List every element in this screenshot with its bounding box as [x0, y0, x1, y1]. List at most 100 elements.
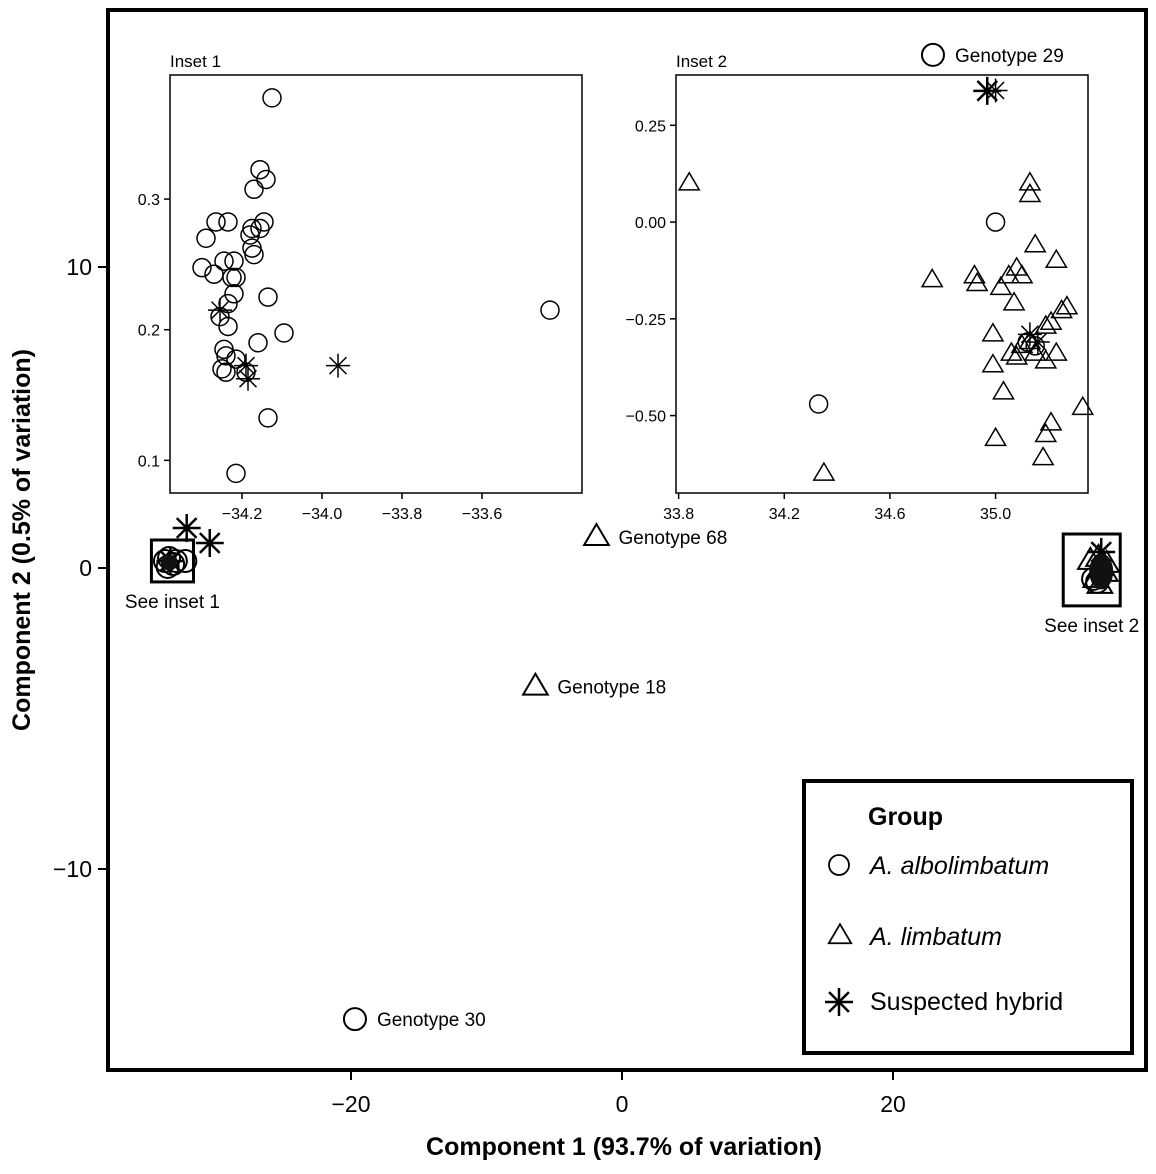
x-tick-label: 0	[616, 1091, 629, 1117]
point-triangle	[989, 275, 1013, 296]
point-circle	[224, 251, 244, 271]
inset-y-tick-label: −0.25	[626, 312, 667, 329]
inset-2-frame	[675, 74, 1089, 494]
point-triangle	[1005, 345, 1029, 365]
asterisk-stroke	[198, 532, 221, 554]
point-circle	[258, 287, 278, 307]
x-tick-label: −20	[331, 1091, 370, 1117]
y-tick-label: 0	[79, 555, 92, 581]
point-circle	[250, 218, 270, 239]
y-axis: 10 0 −10	[53, 254, 108, 882]
point-triangle	[1023, 233, 1047, 253]
point-circle	[342, 1007, 367, 1032]
y-axis-title: Component 2 (0.5% of variation)	[8, 349, 36, 731]
point-triangle	[981, 322, 1005, 342]
point-triangle	[677, 171, 701, 191]
point-circle	[240, 225, 260, 245]
annotations: Genotype 29 Genotype 68 Genotype 18 Genotyp…	[377, 46, 1064, 1031]
point-triangle	[1018, 171, 1042, 191]
inset-indicator-box	[1061, 532, 1122, 608]
point-circle	[226, 349, 246, 369]
point-circle	[218, 212, 238, 232]
point-triangle	[812, 461, 836, 481]
point-triangle	[1031, 446, 1055, 466]
point-circle	[808, 394, 829, 414]
point-circle	[250, 159, 270, 180]
point-triangle	[1039, 310, 1063, 330]
point-triangle	[1044, 341, 1068, 361]
inset-x-tick-label: −34.0	[302, 506, 343, 523]
inset-x-tick-label: 34.2	[769, 506, 800, 523]
point-triangle	[965, 271, 989, 292]
point-circle	[262, 88, 282, 108]
point-triangle	[1055, 295, 1079, 315]
point-circle	[216, 362, 236, 382]
inset-1-frame	[169, 74, 583, 494]
inset-1-title: Inset 1	[170, 52, 221, 71]
inset-1: Inset 1 −34.2 −34.0 −33.8 −33.6 0.1 0.2 0.3	[138, 52, 583, 523]
plot-frame	[106, 8, 1148, 1072]
point-triangle	[920, 268, 944, 288]
point-circle	[248, 333, 268, 353]
point-circle	[540, 300, 560, 320]
cluster-blob	[1089, 553, 1114, 590]
point-circle	[828, 854, 850, 876]
asterisk-stroke	[828, 991, 850, 1013]
point-circle	[206, 212, 226, 232]
inset-2: Inset 2 33.8 34.2 34.6 35.0 0.25 0.00 −0.25 −0.…	[626, 52, 1095, 523]
point-circle	[244, 244, 264, 265]
point-circle	[224, 284, 244, 304]
inset-1-points	[192, 88, 560, 484]
inset-indicator-label: See inset 2	[1044, 616, 1139, 637]
legend: Group A. albolimbatum A. limbatum Suspec…	[802, 779, 1134, 1055]
point-circle	[212, 359, 232, 379]
point-circle	[214, 251, 234, 271]
point-circle	[196, 228, 216, 249]
point-triangle	[981, 353, 1005, 373]
point-triangle	[1010, 264, 1034, 284]
point-triangle	[1000, 341, 1023, 361]
inset-x-tick-label: 34.6	[874, 506, 905, 523]
point-asterisk	[195, 528, 224, 557]
cluster-blob	[161, 554, 178, 571]
inset-y-tick-label: −0.50	[626, 409, 667, 426]
point-asterisk	[1025, 330, 1050, 355]
point-circle	[244, 179, 264, 200]
inset-y-tick-label: 0.25	[635, 118, 666, 135]
inset-indicator-box	[149, 538, 195, 584]
point-annotation: Genotype 68	[618, 528, 727, 549]
legend-label: A. limbatum	[868, 923, 1002, 951]
asterisk-stroke	[976, 80, 999, 102]
point-asterisk	[326, 353, 350, 378]
point-triangle	[1044, 248, 1068, 269]
point-asterisk	[234, 353, 258, 378]
inset-x-tick-label: −33.8	[382, 506, 423, 523]
inset-indicator-boxes: See inset 1 See inset 2	[125, 532, 1139, 637]
inset-y-tick-label: 0.3	[138, 192, 160, 209]
point-circle	[222, 267, 242, 288]
point-circle	[216, 346, 236, 366]
inset-y-tick-label: 0.1	[138, 453, 160, 470]
point-triangle	[521, 671, 550, 696]
legend-label: A. albolimbatum	[868, 852, 1049, 880]
inset-x-tick-label: −33.6	[462, 506, 503, 523]
inset-2-ticks: 33.8 34.2 34.6 35.0 0.25 0.00 −0.25 −0.50	[626, 118, 1012, 523]
asterisk-stroke	[1028, 333, 1047, 352]
inset-indicator-label: See inset 1	[125, 592, 220, 613]
point-triangle	[1034, 349, 1058, 369]
point-annotation: Genotype 29	[955, 46, 1064, 67]
point-annotation: Genotype 30	[377, 1010, 486, 1031]
asterisk-stroke	[238, 369, 258, 388]
legend-markers	[825, 854, 853, 1016]
point-triangle	[827, 922, 853, 945]
point-circle	[274, 323, 294, 343]
inset-y-tick-label: 0.00	[635, 215, 666, 232]
inset-x-tick-label: 35.0	[980, 506, 1011, 523]
point-asterisk	[172, 514, 201, 543]
legend-label: Suspected hybrid	[870, 988, 1063, 1016]
point-triangle	[1018, 182, 1042, 203]
legend-title: Group	[868, 803, 943, 831]
asterisk-stroke	[210, 301, 230, 320]
point-triangle	[997, 264, 1021, 284]
